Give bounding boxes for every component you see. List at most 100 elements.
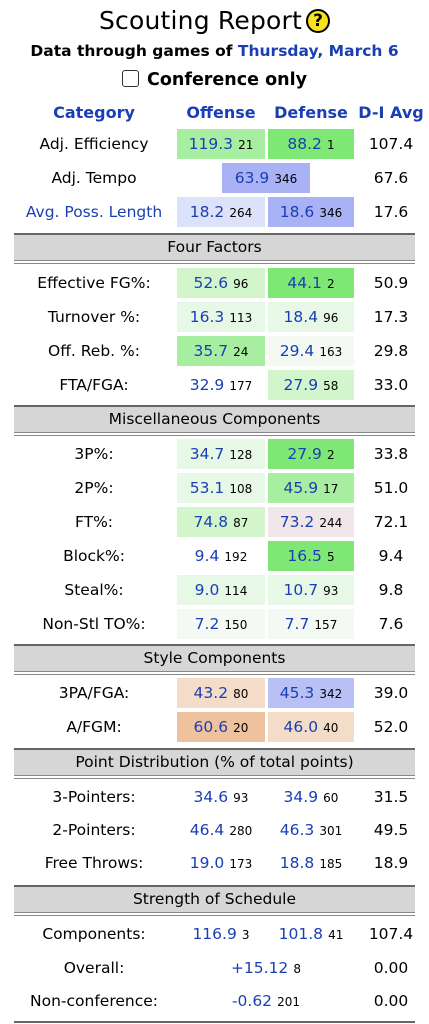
stat-label: 2-Pointers: [52, 821, 136, 839]
d1-avg-value: 72.1 [373, 513, 409, 531]
offense-cell: 46.4 280 [189, 821, 253, 839]
defense-cell: 45.9 17 [268, 473, 354, 503]
defense-cell: 27.9 58 [268, 370, 354, 400]
defense-cell: 29.4 163 [268, 336, 354, 366]
d1-avg-value: 33.0 [373, 376, 409, 394]
offense-cell: 53.1 108 [177, 473, 265, 503]
column-header-d1-avg[interactable]: D-I Avg [358, 103, 424, 122]
stat-label: Adj. Tempo [51, 169, 137, 187]
defense-cell: 101.8 41 [278, 925, 344, 943]
defense-cell: 18.8 185 [279, 854, 343, 872]
d1-avg-value: 52.0 [373, 718, 409, 736]
row-3pa-fga: 3PA/FGA: 43.2 80 45.3 342 39.0 [0, 678, 429, 708]
column-header-defense[interactable]: Defense [274, 103, 348, 122]
stat-label: Adj. Efficiency [39, 135, 149, 153]
defense-cell: 46.0 40 [268, 712, 354, 742]
stat-label: Effective FG%: [37, 274, 151, 292]
row-sos-non-conference: Non-conference: -0.62 201 0.00 [0, 986, 429, 1016]
divider [14, 915, 415, 916]
divider [14, 263, 415, 264]
d1-avg-value: 39.0 [373, 684, 409, 702]
column-header-offense[interactable]: Offense [186, 103, 256, 122]
defense-cell: 88.2 1 [268, 129, 354, 159]
offense-cell: 9.0 114 [177, 575, 265, 605]
stat-label: Steal%: [64, 581, 124, 599]
d1-avg-value: 51.0 [373, 479, 409, 497]
sos-value-cell: +15.12 8 [230, 959, 302, 977]
section-style-components: Style Components [14, 644, 415, 672]
conference-only-label: Conference only [147, 70, 307, 90]
row-free-throws: Free Throws: 19.0 173 18.8 185 18.9 [0, 848, 429, 878]
offense-cell: 34.6 93 [193, 788, 249, 806]
offense-cell: 16.3 113 [177, 302, 265, 332]
stat-label: 3-Pointers: [52, 788, 136, 806]
divider [14, 435, 415, 436]
section-point-distribution: Point Distribution (% of total points) [14, 748, 415, 776]
row-a-fgm: A/FGM: 60.6 20 46.0 40 52.0 [0, 712, 429, 742]
offense-cell: 52.6 96 [177, 268, 265, 298]
defense-cell: 44.1 2 [268, 268, 354, 298]
d1-avg-value: 9.4 [378, 547, 404, 565]
defense-cell: 16.5 5 [268, 541, 354, 571]
d1-avg-value: 18.9 [373, 854, 409, 872]
row-2-pointers: 2-Pointers: 46.4 280 46.3 301 49.5 [0, 815, 429, 845]
divider [14, 674, 415, 675]
data-date-line: Data through games of Thursday, March 6 [0, 42, 429, 60]
conference-only-checkbox[interactable] [122, 70, 139, 87]
offense-cell: 9.4 192 [194, 547, 248, 565]
row-block-pct: Block%: 9.4 192 16.5 5 9.4 [0, 541, 429, 571]
stat-label: Block%: [63, 547, 125, 565]
offense-cell: 74.8 87 [177, 507, 265, 537]
d1-avg-value: 49.5 [373, 821, 409, 839]
stat-label: Non-conference: [30, 992, 158, 1010]
d1-avg-value: 17.6 [373, 203, 409, 221]
offense-cell: 60.6 20 [177, 712, 265, 742]
d1-avg-value: 31.5 [373, 788, 409, 806]
d1-avg-value: 107.4 [368, 135, 414, 153]
tempo-cell: 63.9 346 [222, 163, 310, 193]
defense-cell: 18.4 96 [268, 302, 354, 332]
row-adj-tempo: Adj. Tempo 63.9 346 67.6 [0, 163, 429, 193]
d1-avg-value: 0.00 [373, 992, 409, 1010]
row-3-pointers: 3-Pointers: 34.6 93 34.9 60 31.5 [0, 782, 429, 812]
column-header-category[interactable]: Category [53, 103, 135, 122]
defense-cell: 27.9 2 [268, 439, 354, 469]
row-3p-pct: 3P%: 34.7 128 27.9 2 33.8 [0, 439, 429, 469]
d1-avg-value: 50.9 [373, 274, 409, 292]
offense-cell: 7.2 150 [177, 609, 265, 639]
offense-cell: 34.7 128 [177, 439, 265, 469]
row-sos-components: Components: 116.9 3 101.8 41 107.4 [0, 919, 429, 949]
defense-cell: 18.6 346 [268, 197, 354, 227]
d1-avg-value: 67.6 [373, 169, 409, 187]
stat-label: 3P%: [74, 445, 114, 463]
row-steal-pct: Steal%: 9.0 114 10.7 93 9.8 [0, 575, 429, 605]
defense-cell: 34.9 60 [283, 788, 339, 806]
defense-cell: 45.3 342 [268, 678, 354, 708]
stat-label: 2P%: [74, 479, 114, 497]
d1-avg-value: 17.3 [373, 308, 409, 326]
d1-avg-value: 33.8 [373, 445, 409, 463]
stat-label: FTA/FGA: [59, 376, 129, 394]
stat-label: Overall: [63, 959, 125, 977]
row-adj-efficiency: Adj. Efficiency 119.3 21 88.2 1 107.4 [0, 129, 429, 159]
row-non-stl-to-pct: Non-Stl TO%: 7.2 150 7.7 157 7.6 [0, 609, 429, 639]
row-fta-fga: FTA/FGA: 32.9 177 27.9 58 33.0 [0, 370, 429, 400]
help-icon[interactable]: ? [306, 9, 331, 33]
avg-poss-length-link[interactable]: Avg. Poss. Length [25, 203, 163, 221]
row-avg-poss-length: Avg. Poss. Length 18.2 264 18.6 346 17.6 [0, 197, 429, 227]
row-turnover-pct: Turnover %: 16.3 113 18.4 96 17.3 [0, 302, 429, 332]
row-effective-fg: Effective FG%: 52.6 96 44.1 2 50.9 [0, 268, 429, 298]
data-date-link[interactable]: Thursday, March 6 [237, 42, 399, 60]
stat-label: Turnover %: [47, 308, 141, 326]
stat-label: Free Throws: [44, 854, 144, 872]
row-off-reb-pct: Off. Reb. %: 35.7 24 29.4 163 29.8 [0, 336, 429, 366]
conference-only-toggle[interactable]: Conference only [0, 70, 429, 90]
stat-label: 3PA/FGA: [58, 684, 130, 702]
offense-cell: 32.9 177 [189, 376, 253, 394]
section-misc-components: Miscellaneous Components [14, 405, 415, 433]
offense-cell: 116.9 3 [192, 925, 250, 943]
defense-cell: 7.7 157 [268, 609, 354, 639]
d1-avg-value: 9.8 [378, 581, 404, 599]
row-ft-pct: FT%: 74.8 87 73.2 244 72.1 [0, 507, 429, 537]
offense-cell: 19.0 173 [189, 854, 253, 872]
